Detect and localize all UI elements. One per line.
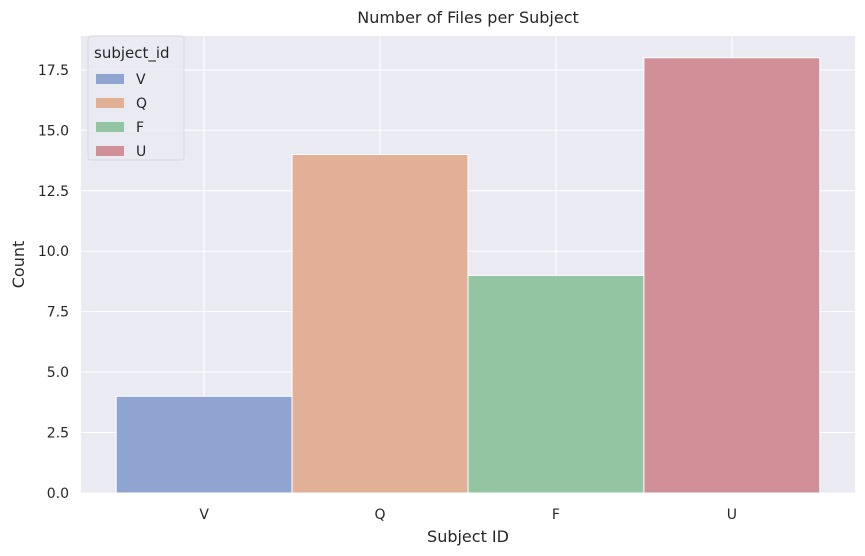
x-tick-label: U [727,507,737,523]
legend-label: U [136,144,146,160]
y-axis-ticks: 0.0 2.5 5.0 7.5 10.0 12.5 15.0 17.5 [38,63,69,502]
y-axis-title: Count [9,241,28,289]
legend-title: subject_id [94,44,170,63]
y-tick-label: 12.5 [38,184,69,200]
y-tick-label: 17.5 [38,63,69,79]
x-tick-label: V [199,507,209,523]
legend-label: V [136,72,146,88]
chart-title: Number of Files per Subject [357,8,579,27]
bar-f [467,274,645,494]
y-tick-label: 5.0 [47,365,69,381]
bars [115,57,821,494]
y-tick-label: 0.0 [47,486,69,502]
legend-swatch [96,98,124,108]
y-tick-label: 7.5 [47,305,69,321]
bar-q [291,153,469,494]
bar-u [643,57,821,494]
x-axis-title: Subject ID [427,527,509,546]
legend-label: Q [136,96,147,112]
x-tick-label: Q [375,507,386,523]
legend-swatch [96,122,124,132]
legend-swatch [96,146,124,156]
y-tick-label: 2.5 [47,426,69,442]
bar-v [115,395,293,494]
y-tick-label: 10.0 [38,244,69,260]
legend-swatch [96,74,124,84]
y-tick-label: 15.0 [38,123,69,139]
legend-label: F [136,120,144,136]
x-tick-label: F [552,507,560,523]
